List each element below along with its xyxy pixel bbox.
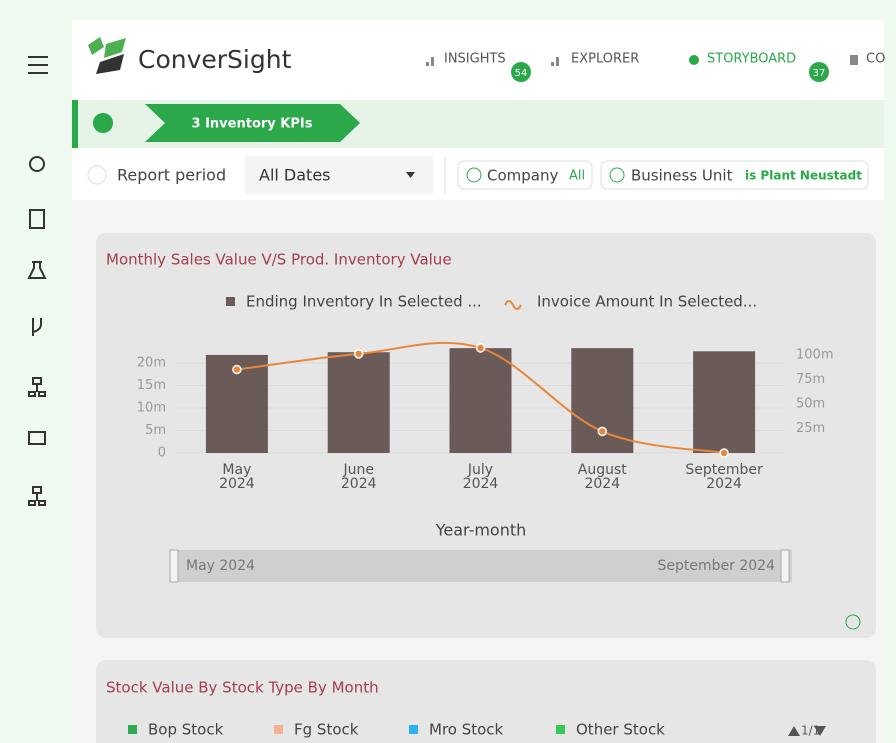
bar bbox=[327, 352, 390, 453]
line-point bbox=[475, 343, 486, 353]
line-point bbox=[597, 426, 608, 437]
chip-check bbox=[466, 167, 482, 183]
line-point bbox=[232, 364, 242, 375]
badge-count: 37 bbox=[813, 68, 826, 79]
kpi-icon bbox=[93, 113, 113, 133]
y2-tick-label: 100m bbox=[796, 347, 833, 362]
brand: ConverSight bbox=[138, 45, 292, 74]
hierarchy-icon[interactable] bbox=[28, 377, 46, 397]
breadcrumb-label: 3 Inventory KPIs bbox=[192, 117, 313, 132]
info-icon[interactable] bbox=[845, 614, 861, 630]
badge-count: 54 bbox=[515, 68, 528, 79]
nav-item[interactable]: INSIGHTS bbox=[444, 52, 506, 67]
chip-name: Company bbox=[487, 167, 558, 185]
branch-icon[interactable] bbox=[32, 318, 42, 336]
bar bbox=[693, 351, 756, 453]
legend-label: Bop Stock bbox=[148, 721, 224, 739]
lab-icon[interactable] bbox=[27, 261, 47, 279]
date-select[interactable] bbox=[245, 156, 433, 194]
legend-swatch bbox=[128, 725, 137, 734]
slider-end: September 2024 bbox=[658, 558, 776, 574]
checkbox[interactable] bbox=[87, 165, 107, 185]
chip-value: All bbox=[569, 169, 585, 184]
filter-label: Report period bbox=[117, 166, 226, 185]
legend-swatch bbox=[274, 725, 283, 734]
x-axis-label: Year-month bbox=[435, 521, 527, 540]
settings-icon[interactable] bbox=[29, 156, 45, 172]
pager: 1/1 bbox=[801, 724, 820, 738]
y-tick-label: 0 bbox=[158, 446, 166, 461]
date-value: All Dates bbox=[259, 166, 331, 185]
chart-card bbox=[96, 660, 876, 743]
legend-swatch bbox=[556, 725, 565, 734]
y2-tick-label: 75m bbox=[796, 372, 825, 387]
nav-item[interactable]: EXPLORER bbox=[571, 52, 639, 67]
x-tick-label: July 2024 bbox=[462, 462, 499, 492]
legend-label: Ending Inventory In Selected ... bbox=[246, 293, 482, 311]
accent bbox=[72, 100, 78, 148]
nav-item[interactable]: STORYBOARD bbox=[707, 52, 796, 67]
chip-name: Business Unit bbox=[631, 167, 733, 185]
nav-icons bbox=[426, 55, 858, 66]
chip-value: is Plant Neustadt bbox=[745, 169, 862, 183]
bar bbox=[571, 348, 634, 453]
slider-handle[interactable] bbox=[169, 549, 179, 583]
x-tick-label: June 2024 bbox=[340, 462, 377, 492]
y2-tick-label: 50m bbox=[796, 396, 825, 411]
logo bbox=[88, 37, 126, 74]
report-icon[interactable] bbox=[29, 209, 45, 229]
menu-icon[interactable] bbox=[28, 56, 48, 74]
breadcrumb-step[interactable] bbox=[145, 104, 360, 142]
sidebar bbox=[27, 56, 48, 506]
legend-label: Invoice Amount In Selected... bbox=[537, 293, 757, 311]
org-icon[interactable] bbox=[28, 486, 46, 506]
legend-swatch bbox=[226, 297, 235, 306]
range-slider[interactable] bbox=[170, 550, 792, 582]
y2-tick-label: 25m bbox=[796, 421, 825, 436]
bar bbox=[449, 348, 512, 453]
slider-start: May 2024 bbox=[186, 558, 255, 574]
y-tick-label: 15m bbox=[137, 378, 166, 393]
pager-arrows[interactable] bbox=[788, 726, 826, 736]
badge bbox=[809, 62, 829, 82]
legend-swatch bbox=[409, 725, 418, 734]
presentation-icon[interactable] bbox=[28, 431, 46, 445]
chart-title: Monthly Sales Value V/S Prod. Inventory … bbox=[106, 251, 452, 269]
line-point bbox=[353, 349, 364, 359]
y-tick-label: 20m bbox=[137, 356, 166, 371]
x-tick-label: May 2024 bbox=[219, 462, 255, 492]
x-tick-label: August 2024 bbox=[577, 462, 627, 492]
x-tick-label: September 2024 bbox=[685, 462, 763, 492]
line-point bbox=[719, 448, 729, 458]
filter-chip[interactable] bbox=[457, 160, 593, 190]
badge bbox=[511, 62, 531, 82]
legend-label: Mro Stock bbox=[429, 721, 504, 739]
legend-swatch bbox=[504, 300, 522, 310]
y-tick-label: 5m bbox=[145, 423, 166, 438]
slider-handle[interactable] bbox=[780, 549, 790, 583]
y-tick-label: 10m bbox=[137, 401, 166, 416]
legend-label: Other Stock bbox=[576, 721, 665, 739]
chip-check bbox=[609, 167, 625, 183]
nav-item[interactable]: CO bbox=[866, 52, 885, 67]
filter-chip[interactable] bbox=[600, 160, 869, 190]
legend-label: Fg Stock bbox=[294, 721, 359, 739]
dropdown-arrow bbox=[406, 172, 415, 178]
card-title: Stock Value By Stock Type By Month bbox=[106, 679, 379, 697]
